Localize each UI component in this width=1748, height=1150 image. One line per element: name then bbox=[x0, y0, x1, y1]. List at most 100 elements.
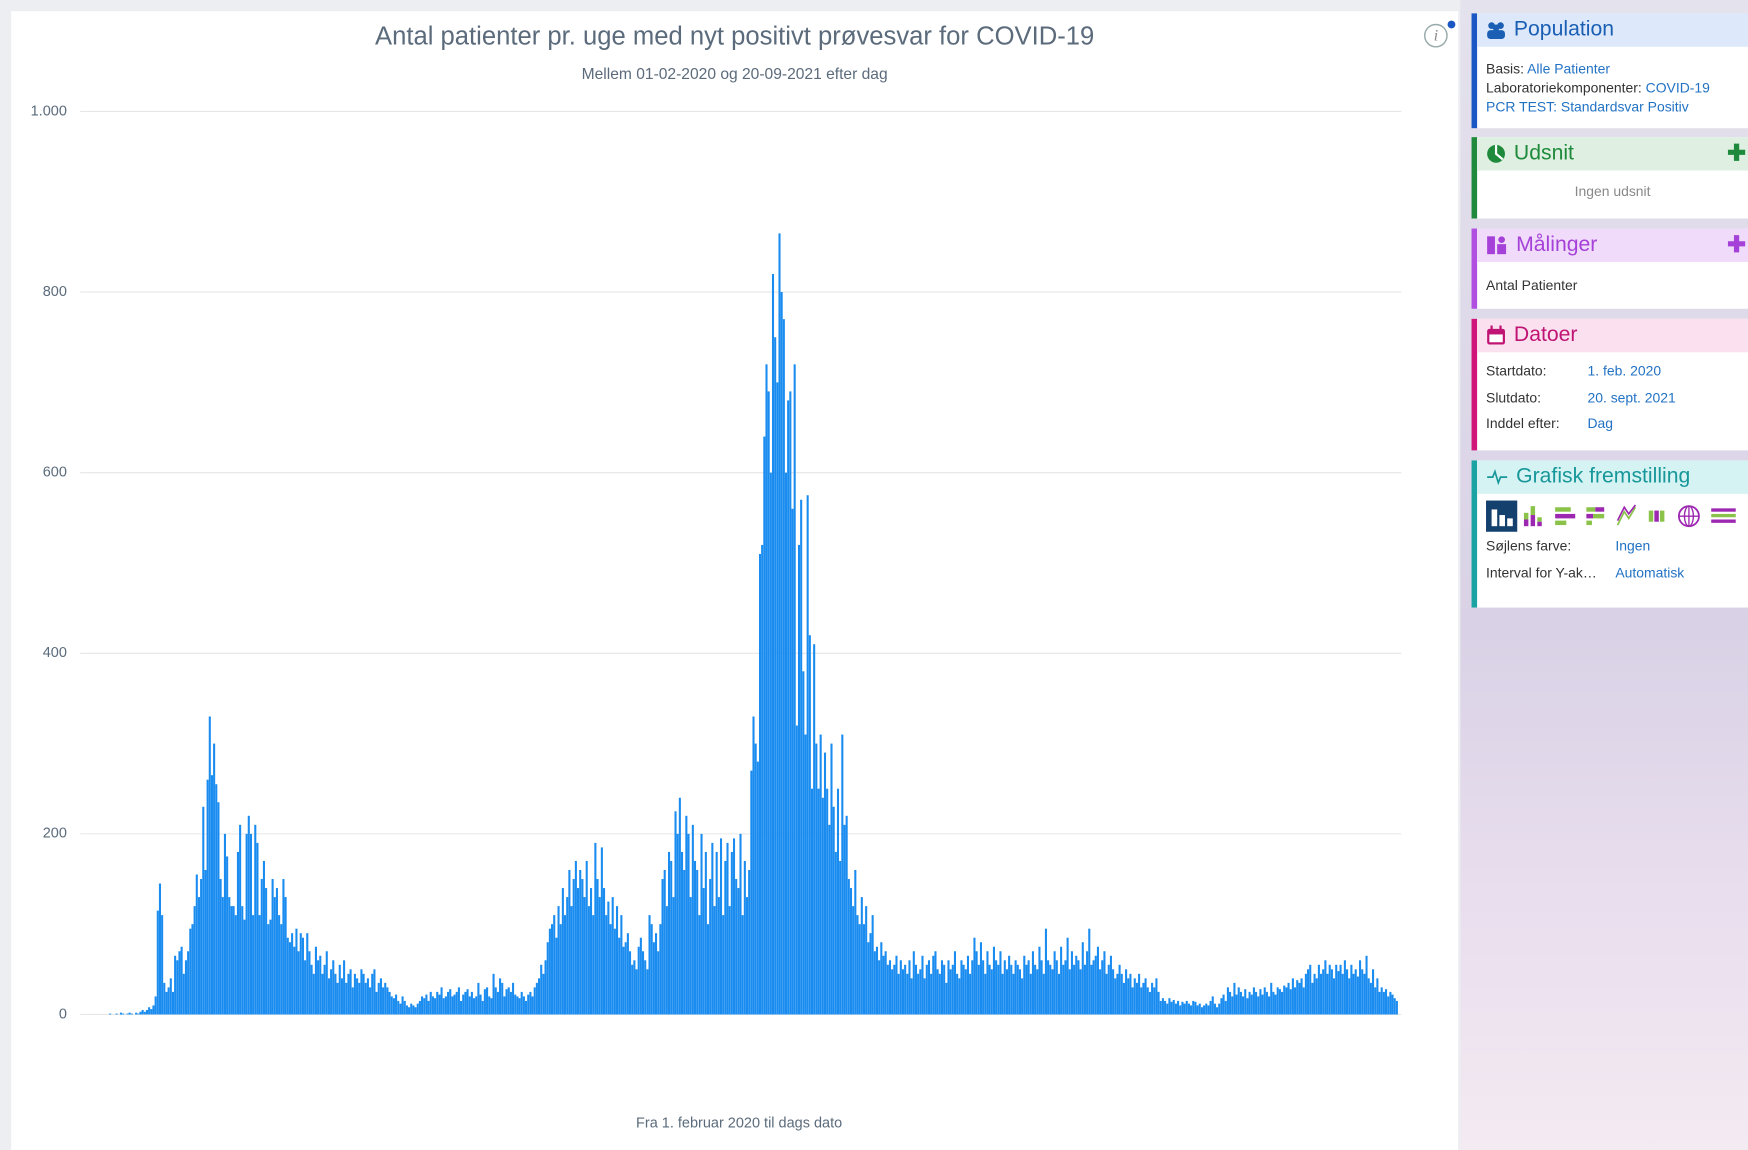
bar bbox=[800, 499, 803, 1015]
bar bbox=[1157, 991, 1160, 1015]
chart-type-horizontal-stacked[interactable] bbox=[1586, 507, 1605, 526]
panel-header[interactable]: Datoer bbox=[1477, 318, 1748, 353]
bar bbox=[1014, 960, 1017, 1015]
bar bbox=[804, 734, 807, 1015]
bar bbox=[1131, 987, 1134, 1015]
bar bbox=[932, 955, 935, 1015]
bar bbox=[663, 869, 666, 1015]
bar bbox=[1096, 946, 1099, 1015]
bar bbox=[878, 960, 881, 1015]
bar bbox=[570, 906, 573, 1015]
chart-type-heatmap[interactable] bbox=[1648, 510, 1665, 522]
row-value[interactable]: COVID-19 bbox=[1645, 80, 1710, 96]
panel-header[interactable]: Udsnit ✚ bbox=[1477, 137, 1748, 171]
bar bbox=[455, 991, 458, 1015]
bar bbox=[739, 833, 742, 1015]
bar bbox=[577, 888, 580, 1015]
bar bbox=[600, 847, 603, 1015]
bar bbox=[1105, 973, 1108, 1015]
bar bbox=[925, 964, 928, 1015]
panel-title: Population bbox=[1513, 17, 1615, 42]
bar bbox=[1372, 969, 1375, 1015]
row-value[interactable]: 20. sept. 2021 bbox=[1587, 389, 1676, 406]
row-value[interactable]: Dag bbox=[1587, 415, 1614, 432]
bar bbox=[1242, 996, 1245, 1015]
bar bbox=[384, 982, 387, 1015]
bar bbox=[223, 833, 226, 1015]
bar bbox=[1339, 964, 1342, 1015]
panel-header[interactable]: Grafisk fremstilling bbox=[1477, 460, 1748, 494]
chart-type-line[interactable] bbox=[1616, 504, 1637, 526]
chart-type-map[interactable] bbox=[1677, 505, 1700, 528]
panel-header[interactable]: Målinger ✚ bbox=[1477, 228, 1748, 262]
bar bbox=[1354, 969, 1357, 1015]
add-button[interactable]: ✚ bbox=[1727, 232, 1746, 258]
bar bbox=[618, 937, 621, 1015]
chart-type-bar[interactable] bbox=[1486, 500, 1518, 532]
chart-type-stacked[interactable] bbox=[1523, 506, 1542, 527]
bar bbox=[249, 833, 252, 1015]
bar bbox=[321, 973, 324, 1015]
bar bbox=[737, 888, 740, 1015]
bar bbox=[505, 989, 508, 1015]
bar bbox=[906, 973, 909, 1015]
bar bbox=[758, 553, 762, 1015]
measure-text[interactable]: Antal Patienter bbox=[1486, 277, 1578, 294]
bar bbox=[1001, 973, 1004, 1015]
bar bbox=[592, 915, 595, 1015]
bar bbox=[1239, 991, 1242, 1015]
row-value[interactable]: Alle Patienter bbox=[1527, 61, 1610, 77]
bar bbox=[1090, 964, 1093, 1015]
bar bbox=[977, 964, 980, 1015]
bar bbox=[830, 743, 833, 1015]
bar bbox=[382, 987, 385, 1015]
bar bbox=[1333, 978, 1336, 1015]
chart-type-table[interactable] bbox=[1711, 508, 1736, 523]
bar bbox=[1018, 969, 1021, 1015]
bar bbox=[847, 879, 850, 1015]
bar bbox=[1079, 969, 1082, 1015]
bar bbox=[1270, 982, 1273, 1015]
row-value[interactable]: Automatisk bbox=[1615, 564, 1685, 581]
info-button[interactable]: i bbox=[1423, 20, 1456, 48]
y-tick-label: 600 bbox=[43, 465, 67, 481]
bar bbox=[405, 1005, 408, 1015]
bar bbox=[1363, 973, 1366, 1015]
bar bbox=[1116, 973, 1119, 1015]
bar bbox=[325, 951, 328, 1015]
bar bbox=[1112, 969, 1115, 1015]
bar bbox=[1229, 991, 1232, 1015]
bar bbox=[273, 897, 276, 1015]
info-glyph[interactable]: i bbox=[1434, 27, 1438, 44]
bar bbox=[791, 508, 794, 1015]
bar bbox=[438, 994, 441, 1015]
bar bbox=[867, 942, 870, 1015]
row-value[interactable]: Ingen bbox=[1615, 538, 1651, 555]
bar bbox=[204, 869, 207, 1015]
info-icon[interactable] bbox=[1423, 23, 1448, 48]
bar bbox=[1278, 989, 1281, 1015]
bar bbox=[310, 964, 313, 1015]
bar bbox=[486, 987, 489, 1015]
bar bbox=[765, 364, 768, 1015]
row-value[interactable]: Standardsvar Positiv bbox=[1560, 99, 1689, 115]
bar bbox=[1313, 973, 1316, 1015]
row-value[interactable]: 1. feb. 2020 bbox=[1587, 363, 1662, 380]
add-button[interactable]: ✚ bbox=[1727, 141, 1746, 167]
bar bbox=[297, 951, 300, 1015]
panel-header[interactable]: Population bbox=[1477, 13, 1748, 47]
chart-type-horizontal[interactable] bbox=[1555, 507, 1576, 526]
bar bbox=[806, 495, 809, 1015]
bar bbox=[490, 998, 493, 1015]
bar bbox=[633, 960, 636, 1015]
bar bbox=[109, 1013, 112, 1015]
bar bbox=[336, 982, 339, 1015]
bar bbox=[654, 933, 658, 1015]
bar bbox=[964, 969, 967, 1015]
bar bbox=[698, 915, 701, 1015]
x-axis-label: Fra 1. februar 2020 til dags dato bbox=[636, 1116, 842, 1132]
bar bbox=[1369, 982, 1372, 1015]
bar bbox=[579, 869, 582, 1015]
bar bbox=[1036, 969, 1039, 1015]
